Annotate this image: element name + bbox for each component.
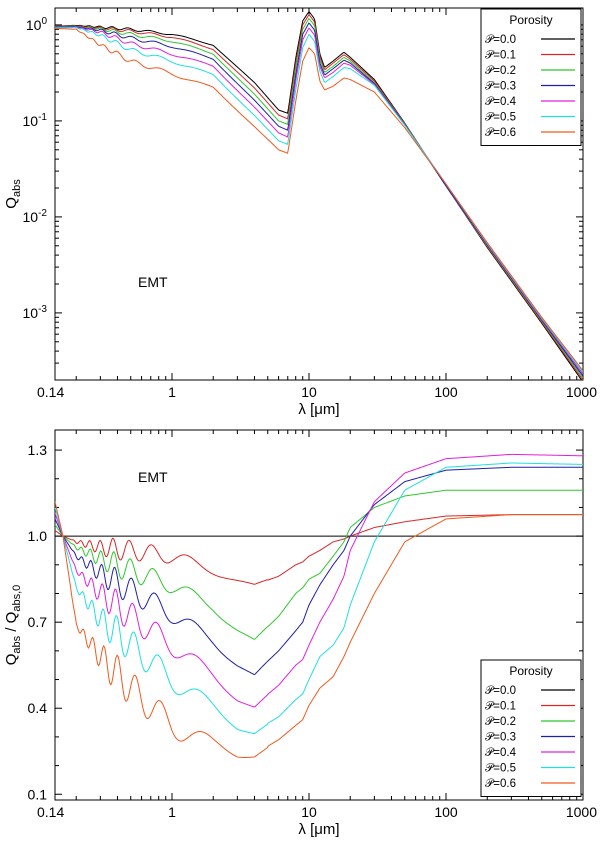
legend-label: 𝒫=0.3 [485, 732, 516, 744]
legend-label: 𝒫=0.5 [485, 763, 516, 775]
legend-label: 𝒫=0.0 [485, 34, 516, 46]
series-line-1 [55, 514, 583, 585]
legend-label: 𝒫=0.3 [485, 81, 516, 93]
chart-panel-2: 0.14 1 10 100 1000 λ [μm] 0.1 0.4 0.7 1.0 1.3 Qabs … [3, 429, 597, 838]
plot-frame [54, 7, 584, 381]
series-line-6 [55, 27, 583, 372]
series-line-2 [55, 17, 583, 379]
legend: Porosity 𝒫=0.0 𝒫=0.1 𝒫=0.2 𝒫=0.3 𝒫=0.4 𝒫=0.5 𝒫=… [480, 659, 582, 797]
y-label-main: Q [3, 654, 20, 666]
x-tick-label: 1 [168, 804, 176, 820]
y-tick-label: 10-2 [23, 208, 48, 225]
legend-label: 𝒫=0.6 [485, 778, 516, 790]
y-label-mid: / Q [3, 612, 20, 636]
y-axis-label: Qabs / Qabs,0 [3, 585, 23, 666]
y-tick-base: 10 [23, 305, 39, 321]
series-line-4 [55, 453, 583, 708]
emt-annotation: EMT [138, 274, 168, 290]
emt-annotation: EMT [138, 469, 168, 485]
y-tick-label: 0.1 [28, 786, 48, 802]
y-tick-label: 10-1 [23, 112, 48, 129]
y-tick-exp: -2 [38, 208, 47, 219]
y-tick-label: 10-3 [23, 304, 48, 321]
legend-label: 𝒫=0.1 [485, 50, 516, 62]
x-tick-label: 1 [168, 384, 176, 400]
series-line-6 [55, 501, 583, 758]
legend-title: Porosity [509, 664, 552, 678]
series-line-5 [55, 462, 583, 735]
y-tick-base: 10 [23, 113, 39, 129]
y-axis-label: Qabs [3, 179, 23, 209]
y-tick-exp: -1 [38, 112, 47, 123]
series-group [55, 453, 583, 758]
x-axis-label: λ [μm] [298, 401, 339, 418]
legend-box [480, 659, 582, 797]
y-label-main: Q [3, 197, 20, 209]
legend-label: 𝒫=0.2 [485, 716, 516, 728]
y-tick-label: 1.3 [28, 442, 48, 458]
series-line-3 [55, 466, 583, 676]
x-tick-label: 1000 [566, 804, 597, 820]
y-tick-exp: 0 [41, 16, 47, 27]
x-tick-label: 1000 [566, 384, 597, 400]
series-group [55, 10, 583, 380]
plot-frame [54, 429, 584, 801]
y-tick-label: 0.4 [28, 700, 48, 716]
y-label-sub: abs [11, 635, 23, 653]
legend-label: 𝒫=0.4 [485, 96, 517, 108]
legend: Porosity 𝒫=0.0 𝒫=0.1 𝒫=0.2 𝒫=0.3 𝒫=0.4 𝒫=0.5 𝒫=… [480, 8, 582, 146]
legend-label: 𝒫=0.6 [485, 127, 516, 139]
legend-label: 𝒫=0.0 [485, 685, 516, 697]
legend-title: Porosity [509, 13, 552, 27]
y-tick-base: 10 [26, 17, 42, 33]
y-tick-base: 10 [23, 209, 39, 225]
legend-label: 𝒫=0.4 [485, 747, 517, 759]
legend-label: 𝒫=0.1 [485, 701, 516, 713]
y-tick-label: 100 [26, 16, 48, 33]
y-tick-exp: -3 [38, 304, 47, 315]
y-label-sub2: abs,0 [11, 585, 23, 612]
legend-label: 𝒫=0.2 [485, 65, 516, 77]
x-axis-label: λ [μm] [298, 821, 339, 838]
x-tick-label: 0.14 [37, 384, 64, 400]
x-tick-label: 100 [434, 384, 458, 400]
legend-label: 𝒫=0.5 [485, 112, 516, 124]
y-tick-label: 0.7 [28, 614, 48, 630]
series-line-2 [55, 489, 583, 640]
x-tick-label: 0.14 [37, 804, 64, 820]
legend-box [480, 8, 582, 146]
y-tick-label: 1.0 [28, 528, 48, 544]
x-tick-label: 100 [434, 804, 458, 820]
x-tick-label: 10 [301, 804, 317, 820]
x-tick-label: 10 [301, 384, 317, 400]
y-label-sub: abs [11, 179, 23, 197]
